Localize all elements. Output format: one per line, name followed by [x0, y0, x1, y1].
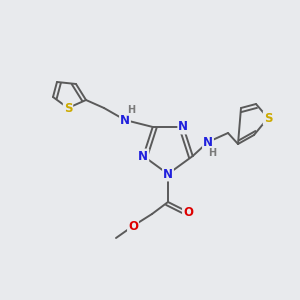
Text: H: H: [208, 148, 216, 158]
Text: N: N: [203, 136, 213, 148]
Text: N: N: [163, 167, 173, 181]
Text: S: S: [264, 112, 272, 124]
Text: O: O: [128, 220, 138, 232]
Text: S: S: [64, 101, 72, 115]
Text: N: N: [138, 149, 148, 163]
Text: H: H: [127, 105, 135, 115]
Text: N: N: [178, 121, 188, 134]
Text: O: O: [183, 206, 193, 218]
Text: N: N: [120, 113, 130, 127]
